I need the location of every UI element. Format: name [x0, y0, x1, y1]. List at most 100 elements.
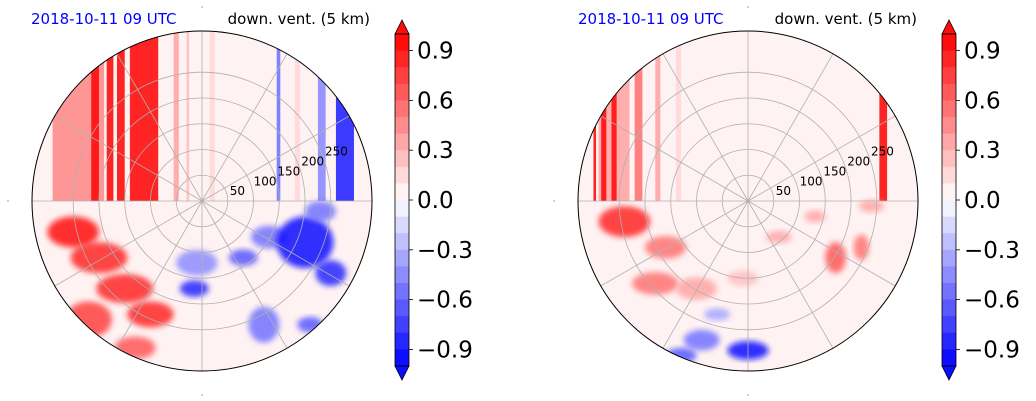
colorbar-segment [395, 216, 409, 234]
panel-title-left: 2018-10-11 09 UTC [578, 10, 724, 28]
grid-spoke [747, 53, 834, 202]
colorbar: 0.9 0.6 0.3 0.0 −0.3 −0.6 −0.9 [394, 19, 473, 381]
colorbar-segment [942, 332, 956, 350]
colorbar-segment [942, 166, 956, 184]
colorbar-segment [395, 332, 409, 350]
colorbar-segment [942, 249, 956, 267]
colorbar-segment [942, 200, 956, 218]
colorbar-tick-label: 0.0 [417, 188, 454, 214]
colorbar-segment [395, 200, 409, 218]
grid-spoke [201, 115, 350, 202]
polar-grid [578, 31, 918, 371]
stripe-region [117, 31, 125, 201]
colorbar-segment [395, 100, 409, 118]
colorbar-segment [395, 133, 409, 151]
radial-tick-label: 200 [847, 155, 870, 169]
colorbar-segment [395, 283, 409, 301]
polar-frame [577, 30, 919, 372]
colorbar-tick-label: −0.9 [964, 337, 1020, 363]
radial-tick-label: 250 [325, 145, 348, 159]
colorbar-segment [395, 117, 409, 135]
stripe-region [634, 31, 643, 201]
colorbar-segment [395, 183, 409, 201]
grid-spoke [54, 200, 203, 287]
stripe-region [335, 31, 354, 201]
stripe-region [91, 31, 99, 201]
polar-panel-right: 2018-10-11 09 UTC down. vent. (5 km) 50 1… [553, 6, 1020, 396]
angle-tick [747, 394, 749, 396]
colorbar-segment [942, 83, 956, 101]
colorbar-segment [942, 117, 956, 135]
colorbar-segment [395, 150, 409, 168]
blob-region [65, 301, 112, 338]
colorbar-tick-label: 0.0 [964, 188, 1001, 214]
colorbar-segment [942, 150, 956, 168]
blob-region [228, 249, 258, 266]
stripe-region [675, 31, 682, 201]
blob-region [853, 234, 870, 261]
blob-region [632, 272, 679, 295]
grid-spoke [201, 200, 288, 349]
colorbar-segment [395, 249, 409, 267]
colorbar-tick-label: 0.3 [417, 138, 454, 164]
colorbar-segment [395, 34, 409, 52]
blob-region [176, 249, 218, 276]
blob-region [825, 242, 846, 274]
blob-region [305, 201, 336, 222]
colorbar-segment [395, 83, 409, 101]
stripe-region [209, 31, 215, 201]
radial-tick-label: 250 [871, 145, 894, 159]
grid-spoke [201, 53, 288, 202]
grid-spoke [747, 200, 834, 349]
stripe-region [317, 31, 326, 201]
blob-region [248, 306, 280, 343]
colorbar-segment [395, 166, 409, 184]
colorbar-extend-top [394, 19, 410, 35]
grid-spoke [747, 115, 896, 202]
polar-panel-left: 2018-10-11 09 UTC down. vent. (5 km) 50 1… [7, 6, 473, 396]
colorbar-segment [395, 349, 409, 367]
panel-title-right: down. vent. (5 km) [228, 10, 370, 28]
blob-region [127, 301, 174, 328]
colorbar-segment [942, 299, 956, 317]
colorbar-segment [395, 316, 409, 334]
radial-tick-label: 150 [277, 164, 300, 178]
angle-tick [553, 200, 555, 202]
colorbar-tick-label: −0.3 [964, 238, 1020, 264]
grid-spoke [54, 115, 203, 202]
polar-grid [32, 31, 372, 371]
colorbar-segment [395, 67, 409, 85]
angle-tick [747, 6, 749, 8]
blob-region [598, 206, 651, 238]
grid-spoke [201, 200, 350, 287]
grid-spoke [116, 200, 203, 349]
blob-region [804, 210, 826, 223]
radial-tick-label: 100 [800, 174, 823, 188]
stripe-region [294, 31, 300, 201]
panel-title-right: down. vent. (5 km) [775, 10, 917, 28]
colorbar-tick-label: 0.6 [964, 88, 1001, 114]
colorbar: 0.9 0.6 0.3 0.0 −0.3 −0.6 −0.9 [941, 19, 1020, 381]
grid-spoke [600, 200, 749, 287]
stripe-region [655, 31, 661, 201]
colorbar-segment [942, 233, 956, 251]
radial-tick-label: 50 [230, 184, 245, 198]
colorbar-segment [395, 266, 409, 284]
blob-region [675, 277, 718, 300]
blob-region [96, 274, 154, 303]
colorbar-segment [942, 67, 956, 85]
radial-tick-label: 100 [254, 174, 277, 188]
stripe-region [186, 31, 190, 201]
stripe-region [173, 31, 179, 201]
stripe-region [276, 31, 281, 201]
colorbar-tick-label: 0.9 [964, 39, 1001, 65]
colorbar-tick-label: −0.6 [964, 288, 1020, 314]
polar-frame [31, 30, 373, 372]
colorbar-segment [395, 299, 409, 317]
colorbar-extend-top [941, 19, 957, 35]
angle-tick [201, 6, 203, 8]
colorbar-tick-label: −0.6 [417, 288, 473, 314]
stripe-region [593, 31, 597, 201]
